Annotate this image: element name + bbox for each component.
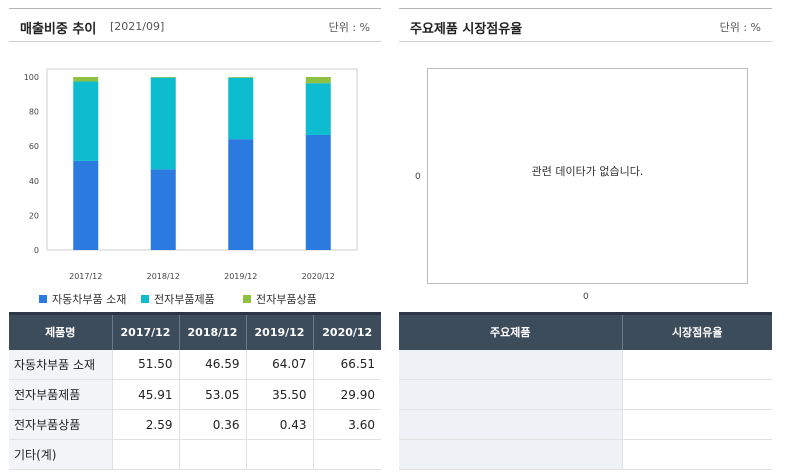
table-cell: [622, 379, 772, 410]
table-cell: 29.90: [313, 379, 381, 410]
y-tick-label: 100: [24, 73, 39, 82]
table-row: [399, 439, 772, 470]
bar-segment-electronic-goods: [305, 76, 331, 84]
legend-label-electronic-products: 전자부품제품: [154, 293, 215, 306]
table-cell: [179, 439, 247, 470]
y-axis-zero-label: 0: [415, 172, 421, 182]
sales-mix-table: 제품명 2017/12 2018/12 2019/12 2020/12 자동차부…: [9, 312, 381, 470]
table-cell: [622, 409, 772, 440]
table-cell: 0.43: [246, 409, 314, 440]
market-share-title: 주요제품 시장점유율: [410, 22, 523, 37]
y-tick-label: 60: [29, 142, 39, 151]
table-cell: [622, 439, 772, 470]
legend-label-auto-parts: 자동차부품 소재: [52, 293, 127, 306]
col-header-2020: 2020/12: [313, 312, 381, 350]
table-row: 자동차부품 소재 51.50 46.59 64.07 66.51: [9, 349, 381, 380]
table-cell: [399, 349, 623, 380]
y-tick-label: 80: [29, 108, 39, 117]
bar-segment-electronic-goods: [150, 77, 176, 78]
table-row: [399, 349, 772, 380]
bar-segment-auto-parts: [73, 160, 99, 250]
market-share-chart: 관련 데이타가 없습니다.: [427, 68, 748, 284]
col-header-main-product: 주요제품: [399, 312, 623, 350]
x-tick-label: 2020/12: [302, 272, 335, 281]
y-tick-label: 0: [34, 246, 39, 255]
table-cell: [313, 439, 381, 470]
col-header-2017: 2017/12: [112, 312, 180, 350]
legend-swatch-electronic-goods: [243, 295, 251, 303]
bar-segment-auto-parts: [305, 134, 331, 250]
x-tick-label: 2019/12: [224, 272, 257, 281]
market-share-panel: 주요제품 시장점유율 단위 : % 관련 데이타가 없습니다. 0 0 주요제품…: [399, 8, 772, 474]
table-cell: 53.05: [179, 379, 247, 410]
table-cell: [622, 349, 772, 380]
table-cell: [112, 439, 180, 470]
market-share-header: 주요제품 시장점유율 단위 : %: [399, 8, 772, 42]
table-header-row: 제품명 2017/12 2018/12 2019/12 2020/12: [9, 312, 381, 350]
sales-mix-chart: 0 20 40 60 80 100 2017/12 2018/12 2019/12 2020/12: [9, 50, 381, 312]
table-cell: 51.50: [112, 349, 180, 380]
table-cell: 66.51: [313, 349, 381, 380]
y-tick-label: 20: [29, 211, 39, 220]
market-share-table: 주요제품 시장점유율: [399, 312, 772, 470]
table-cell: 64.07: [246, 349, 314, 380]
x-tick-label: 2017/12: [69, 272, 102, 281]
plot-frame: [46, 68, 358, 251]
legend-item-electronic-goods: 전자부품상품: [243, 291, 317, 307]
legend-swatch-auto-parts: [39, 295, 47, 303]
col-header-product: 제품명: [9, 312, 113, 350]
sales-mix-title: 매출비중 추이: [20, 22, 97, 37]
row-label: 자동차부품 소재: [9, 349, 113, 380]
table-header-row: 주요제품 시장점유율: [399, 312, 772, 350]
table-cell: [399, 409, 623, 440]
sales-mix-header: 매출비중 추이 [2021/09] 단위 : %: [9, 8, 381, 42]
bar-segment-electronic-goods: [228, 77, 254, 78]
table-cell: 0.36: [179, 409, 247, 440]
empty-data-message: 관련 데이타가 없습니다.: [531, 165, 644, 178]
sales-mix-period: [2021/09]: [110, 20, 165, 33]
table-cell: 35.50: [246, 379, 314, 410]
bar-segment-electronic-products: [73, 81, 99, 161]
bar-segment-auto-parts: [228, 139, 254, 250]
table-row: 전자부품제품 45.91 53.05 35.50 29.90: [9, 379, 381, 410]
table-cell: [246, 439, 314, 470]
col-header-market-share: 시장점유율: [622, 312, 772, 350]
sales-mix-unit: 단위 : %: [328, 21, 370, 34]
table-row: 전자부품상품 2.59 0.36 0.43 3.60: [9, 409, 381, 440]
legend-item-auto-parts: 자동차부품 소재: [39, 291, 126, 307]
x-tick-label: 2018/12: [147, 272, 180, 281]
legend-swatch-electronic-products: [141, 295, 149, 303]
row-label: 전자부품제품: [9, 379, 113, 410]
sales-mix-panel: 매출비중 추이 [2021/09] 단위 : % 0 20 40 60 80 100 201…: [9, 8, 381, 474]
sales-mix-chart-svg: 0 20 40 60 80 100 2017/12 2018/12 2019/12 2020/12: [24, 68, 358, 281]
bar-segment-electronic-products: [228, 77, 254, 140]
table-row: 기타(계): [9, 439, 381, 470]
bar-segment-electronic-goods: [73, 77, 99, 82]
bar-segment-electronic-products: [150, 77, 176, 170]
y-tick-label: 40: [29, 177, 39, 186]
col-header-2018: 2018/12: [179, 312, 247, 350]
table-cell: 3.60: [313, 409, 381, 440]
x-axis-zero-label: 0: [583, 292, 589, 302]
table-row: [399, 409, 772, 440]
table-cell: [399, 379, 623, 410]
bar-segment-auto-parts: [150, 169, 176, 250]
table-cell: 45.91: [112, 379, 180, 410]
table-cell: 2.59: [112, 409, 180, 440]
table-row: [399, 379, 772, 410]
table-cell: [399, 439, 623, 470]
row-label: 전자부품상품: [9, 409, 113, 440]
row-label: 기타(계): [9, 439, 113, 470]
legend-label-electronic-goods: 전자부품상품: [256, 293, 317, 306]
table-cell: 46.59: [179, 349, 247, 380]
legend-item-electronic-products: 전자부품제품: [141, 291, 215, 307]
bar-segment-electronic-products: [305, 83, 331, 135]
col-header-2019: 2019/12: [246, 312, 314, 350]
market-share-unit: 단위 : %: [719, 21, 761, 34]
